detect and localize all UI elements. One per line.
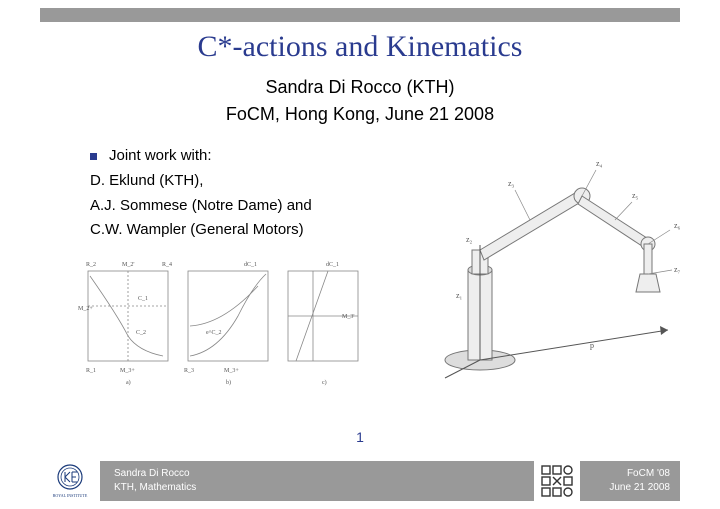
svg-text:z₁: z₁ <box>456 291 463 300</box>
slide-footer: ROYAL INSTITUTE Sandra Di Rocco KTH, Mat… <box>40 461 680 501</box>
svg-text:ROYAL INSTITUTE: ROYAL INSTITUTE <box>53 493 88 498</box>
svg-text:C_2: C_2 <box>136 330 146 336</box>
svg-text:z₄: z₄ <box>596 159 603 168</box>
svg-text:R_3: R_3 <box>184 368 194 374</box>
slide-title: C*-actions and Kinematics <box>0 30 720 64</box>
svg-text:R_1: R_1 <box>86 368 96 374</box>
footer-affiliation: KTH, Mathematics <box>114 481 534 495</box>
footer-glyph-icon <box>534 461 580 501</box>
collaborator-1: D. Eklund (KTH), <box>90 169 312 194</box>
svg-text:z₂: z₂ <box>466 235 473 244</box>
footer-author: Sandra Di Rocco <box>114 467 534 481</box>
figure-robot-arm: z₃ z₂ z₅ z₄ z₆ z₁ z₇ p <box>400 150 690 380</box>
svg-text:dC_1: dC_1 <box>244 262 257 268</box>
footer-left-text: Sandra Di Rocco KTH, Mathematics <box>100 461 534 501</box>
body-content: Joint work with: D. Eklund (KTH), A.J. S… <box>90 144 312 243</box>
bullet-line: Joint work with: <box>90 144 312 169</box>
collaborator-2: A.J. Sommese (Notre Dame) and <box>90 194 312 219</box>
slide: C*-actions and Kinematics Sandra Di Rocc… <box>0 0 720 509</box>
svg-text:dC_1: dC_1 <box>326 262 339 268</box>
footer-event: FoCM '08 <box>627 467 670 481</box>
svg-text:C_1: C_1 <box>138 296 148 302</box>
page-number: 1 <box>0 429 720 445</box>
svg-text:R_4: R_4 <box>162 262 172 268</box>
bullet-label: Joint work with: <box>109 144 212 169</box>
footer-date: June 21 2008 <box>609 481 670 495</box>
svg-text:z₅: z₅ <box>632 191 639 200</box>
figure-moment-maps: R_2 M_2' R_4 C_1 M_2+ C_2 R_1 M_3+ R_3 M… <box>78 256 368 386</box>
svg-text:p: p <box>590 341 594 350</box>
svg-text:z₆: z₆ <box>674 221 681 230</box>
svg-text:M_3+: M_3+ <box>120 368 135 374</box>
svg-text:c): c) <box>322 379 327 386</box>
svg-text:b): b) <box>226 379 231 386</box>
slide-subtitle: Sandra Di Rocco (KTH) FoCM, Hong Kong, J… <box>0 74 720 128</box>
collaborator-3: C.W. Wampler (General Motors) <box>90 218 312 243</box>
svg-text:M_2': M_2' <box>122 262 134 268</box>
subtitle-author: Sandra Di Rocco (KTH) <box>0 74 720 101</box>
svg-text:z₇: z₇ <box>674 265 681 274</box>
svg-text:e^C_2: e^C_2 <box>206 330 221 336</box>
decorative-top-bar <box>40 8 680 22</box>
svg-text:M_3+: M_3+ <box>224 368 239 374</box>
svg-text:M_2+: M_2+ <box>78 306 93 312</box>
svg-text:z₃: z₃ <box>508 179 515 188</box>
subtitle-event: FoCM, Hong Kong, June 21 2008 <box>0 101 720 128</box>
kth-logo: ROYAL INSTITUTE <box>40 461 100 501</box>
footer-right-text: FoCM '08 June 21 2008 <box>580 461 680 501</box>
square-bullet-icon <box>90 153 97 160</box>
svg-text:M_3': M_3' <box>342 314 354 320</box>
svg-text:R_2: R_2 <box>86 262 96 268</box>
svg-text:a): a) <box>126 379 131 386</box>
